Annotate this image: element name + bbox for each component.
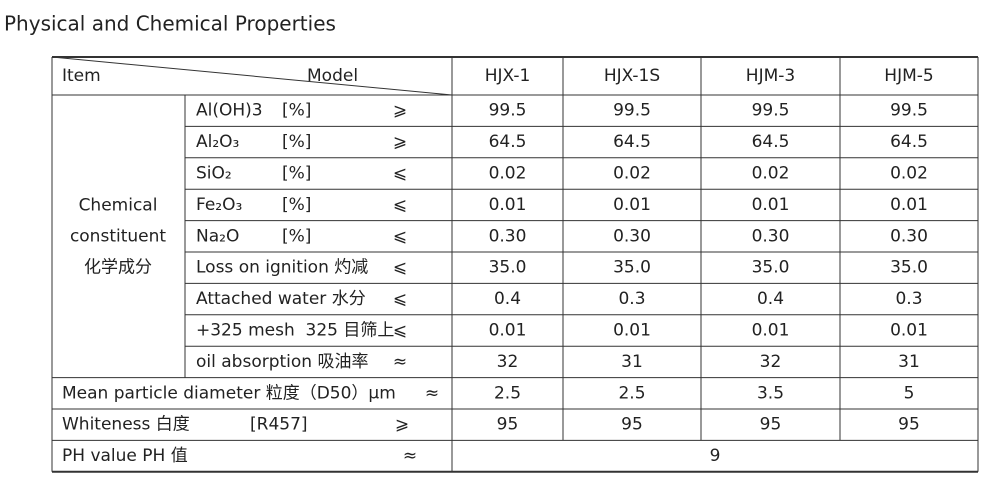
cell-value: 0.02 <box>489 164 527 184</box>
item-sign: ⩾ <box>393 101 407 121</box>
item-unit: [%] <box>282 195 311 215</box>
group-label: Chemical <box>79 195 158 215</box>
cell-value: 0.01 <box>890 195 928 215</box>
cell-value: 3.5 <box>757 383 784 403</box>
item-name: Fe₂O₃ <box>196 195 242 215</box>
item-sign: ⩽ <box>393 321 407 341</box>
item-name: Whiteness 白度 <box>62 415 190 435</box>
item-name: Loss on ignition 灼减 <box>196 258 368 278</box>
item-sign: ⩽ <box>393 195 407 215</box>
column-header: HJX-1 <box>485 66 531 86</box>
cell-value: 0.02 <box>752 164 790 184</box>
group-label: constituent <box>70 226 166 246</box>
page-title: Physical and Chemical Properties <box>4 12 336 36</box>
item-sign: ≈ <box>393 352 407 372</box>
item-unit: [%] <box>282 226 311 246</box>
cell-value: 64.5 <box>752 132 790 152</box>
item-name: SiO₂ <box>196 164 232 184</box>
cell-value: 99.5 <box>890 101 928 121</box>
cell-value: 0.02 <box>890 164 928 184</box>
item-sign: ≈ <box>425 383 439 403</box>
cell-value: 64.5 <box>890 132 928 152</box>
cell-value: 0.4 <box>494 289 521 309</box>
item-sign: ⩽ <box>393 226 407 246</box>
item-unit: [R457] <box>250 415 308 435</box>
column-header: HJM-3 <box>746 66 795 86</box>
cell-value: 35.0 <box>752 258 790 278</box>
cell-value: 0.01 <box>489 195 527 215</box>
cell-value: 31 <box>621 352 643 372</box>
cell-value: 95 <box>497 415 519 435</box>
cell-value: 0.30 <box>489 226 527 246</box>
group-label: 化学成分 <box>84 257 152 277</box>
item-sign: ⩾ <box>393 132 407 152</box>
cell-value: 9 <box>710 446 721 466</box>
cell-value: 32 <box>497 352 519 372</box>
item-name: oil absorption 吸油率 <box>196 352 368 372</box>
cell-value: 99.5 <box>613 101 651 121</box>
cell-value: 0.30 <box>890 226 928 246</box>
item-name: Attached water 水分 <box>196 289 366 309</box>
cell-value: 0.01 <box>489 321 527 341</box>
cell-value: 0.01 <box>752 195 790 215</box>
column-header: HJX-1S <box>604 66 660 86</box>
item-sign: ⩽ <box>393 258 407 278</box>
header-model: Model <box>307 66 358 86</box>
header-item: Item <box>62 66 101 86</box>
cell-value: 95 <box>621 415 643 435</box>
cell-value: 0.3 <box>895 289 922 309</box>
cell-value: 35.0 <box>613 258 651 278</box>
cell-value: 31 <box>898 352 920 372</box>
cell-value: 99.5 <box>489 101 527 121</box>
item-name: +325 mesh 325 目筛上 <box>196 321 394 341</box>
column-header: HJM-5 <box>884 66 933 86</box>
item-unit: [%] <box>282 164 311 184</box>
cell-value: 0.01 <box>752 321 790 341</box>
cell-value: 32 <box>760 352 782 372</box>
item-name: PH value PH 值 <box>62 446 188 466</box>
cell-value: 0.3 <box>618 289 645 309</box>
cell-value: 0.01 <box>613 195 651 215</box>
cell-value: 64.5 <box>613 132 651 152</box>
item-sign: ⩽ <box>393 289 407 309</box>
cell-value: 0.01 <box>613 321 651 341</box>
item-sign: ⩽ <box>393 164 407 184</box>
item-name: Na₂O <box>196 226 239 246</box>
cell-value: 35.0 <box>489 258 527 278</box>
cell-value: 5 <box>904 383 915 403</box>
cell-value: 64.5 <box>489 132 527 152</box>
item-name: Mean particle diameter 粒度（D50）μm <box>62 383 396 403</box>
cell-value: 2.5 <box>618 383 645 403</box>
cell-value: 95 <box>760 415 782 435</box>
item-sign: ≈ <box>403 446 417 466</box>
item-name: Al(OH)3 <box>196 101 263 121</box>
cell-value: 35.0 <box>890 258 928 278</box>
cell-value: 0.01 <box>890 321 928 341</box>
cell-value: 2.5 <box>494 383 521 403</box>
item-name: Al₂O₃ <box>196 132 239 152</box>
cell-value: 0.02 <box>613 164 651 184</box>
item-unit: [%] <box>282 132 311 152</box>
cell-value: 0.30 <box>613 226 651 246</box>
item-sign: ⩾ <box>395 415 409 435</box>
cell-value: 95 <box>898 415 920 435</box>
cell-value: 99.5 <box>752 101 790 121</box>
cell-value: 0.4 <box>757 289 784 309</box>
cell-value: 0.30 <box>752 226 790 246</box>
header-diagonal <box>51 56 453 96</box>
item-unit: [%] <box>282 101 311 121</box>
